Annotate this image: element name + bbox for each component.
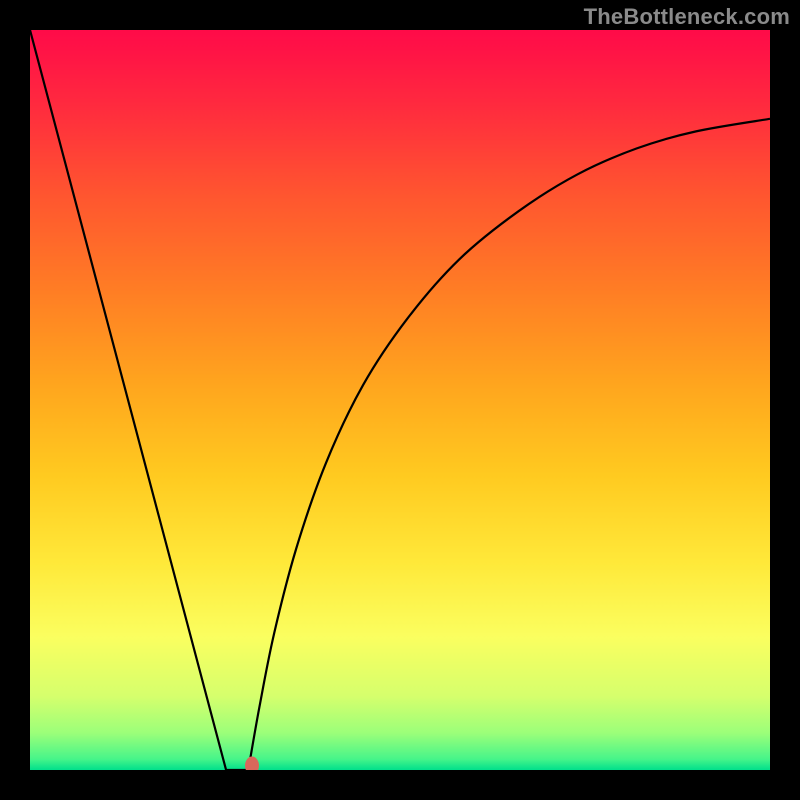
curve-overlay xyxy=(30,30,770,770)
bottleneck-curve xyxy=(30,30,770,770)
chart-frame: TheBottleneck.com xyxy=(0,0,800,800)
optimum-marker xyxy=(245,757,259,770)
watermark-text: TheBottleneck.com xyxy=(584,4,790,30)
plot-area xyxy=(30,30,770,770)
